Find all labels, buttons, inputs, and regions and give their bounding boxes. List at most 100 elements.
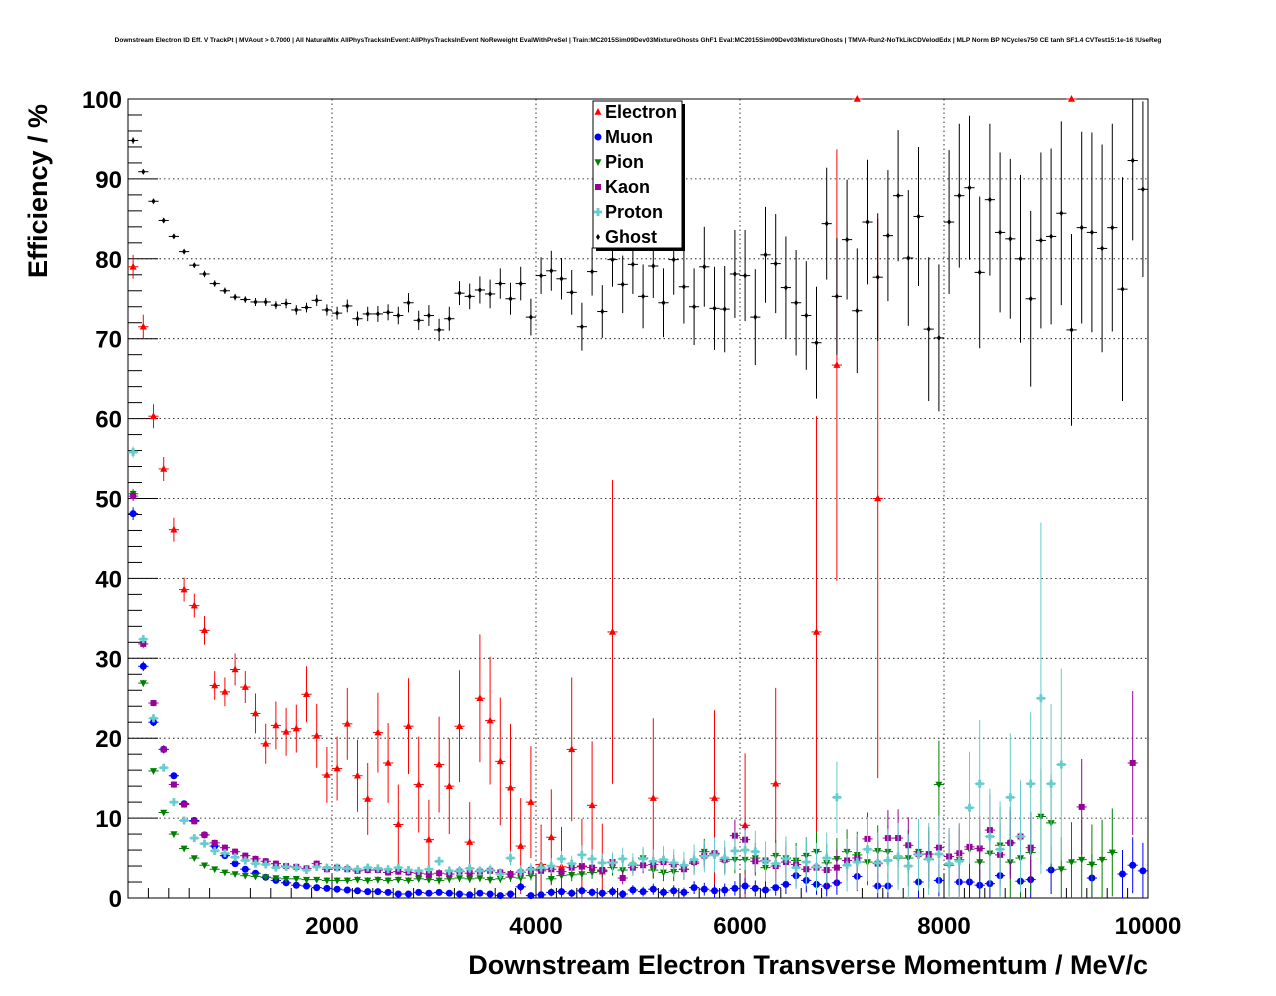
point-marker	[629, 886, 637, 894]
point-marker	[456, 890, 463, 898]
data-point	[495, 697, 506, 826]
point-marker	[140, 640, 147, 647]
point-marker	[681, 283, 686, 290]
point-marker	[619, 875, 626, 882]
data-point	[454, 866, 465, 876]
point-marker	[455, 866, 464, 875]
point-marker	[569, 289, 574, 296]
point-marker	[232, 848, 239, 855]
point-marker	[415, 876, 423, 883]
point-marker	[160, 809, 168, 817]
point-marker	[159, 763, 168, 772]
data-point	[1086, 132, 1097, 333]
point-marker	[435, 857, 444, 866]
point-marker	[792, 863, 801, 872]
point-marker	[241, 872, 249, 880]
data-point	[862, 817, 873, 882]
data-point	[760, 206, 771, 303]
data-point	[525, 746, 536, 859]
point-marker	[284, 300, 289, 307]
data-point	[158, 809, 169, 817]
point-marker	[1069, 326, 1074, 333]
data-point	[454, 890, 465, 898]
data-point	[332, 885, 343, 893]
point-marker	[578, 863, 585, 870]
point-marker	[335, 310, 340, 317]
data-point	[709, 837, 720, 873]
data-point	[678, 851, 689, 879]
point-marker	[609, 627, 616, 635]
data-point	[230, 860, 241, 868]
x-tick-label: 4000	[509, 913, 562, 940]
point-marker	[170, 525, 178, 533]
data-point	[709, 884, 720, 898]
point-marker	[354, 876, 361, 884]
point-marker	[498, 280, 503, 287]
point-marker	[690, 884, 698, 892]
point-marker	[465, 864, 474, 873]
point-marker	[424, 865, 433, 874]
data-point	[1086, 824, 1097, 898]
point-marker	[170, 831, 178, 839]
data-point	[1056, 668, 1067, 861]
data-point	[729, 230, 740, 318]
point-marker	[761, 857, 770, 866]
point-marker	[220, 849, 229, 858]
data-point	[536, 891, 547, 899]
point-marker	[720, 854, 729, 863]
y-tick-label: 80	[95, 247, 122, 274]
data-point	[291, 863, 302, 872]
point-marker	[1008, 235, 1013, 242]
point-marker	[396, 312, 401, 319]
point-marker	[670, 887, 678, 895]
data-point	[587, 247, 598, 296]
point-marker	[618, 854, 627, 863]
point-marker	[916, 213, 921, 220]
point-marker	[221, 687, 229, 695]
point-marker	[957, 192, 962, 199]
data-point	[464, 863, 475, 874]
point-marker	[875, 274, 880, 281]
data-point	[933, 264, 944, 412]
point-marker	[415, 888, 423, 896]
point-marker	[182, 248, 187, 255]
data-point	[393, 890, 404, 898]
data-point	[1107, 123, 1118, 332]
data-point	[525, 862, 536, 876]
data-point	[240, 865, 251, 873]
point-marker	[772, 779, 780, 787]
point-marker	[700, 885, 708, 893]
data-point	[995, 152, 1006, 313]
data-point	[882, 828, 893, 893]
point-marker	[853, 858, 862, 867]
point-marker	[314, 297, 319, 304]
point-marker	[345, 302, 350, 309]
data-point	[393, 784, 404, 865]
point-marker	[292, 881, 300, 889]
data-point	[668, 849, 679, 877]
data-point	[525, 298, 536, 336]
point-marker	[608, 858, 617, 867]
data-point	[321, 746, 332, 803]
point-marker	[373, 864, 382, 873]
data-point	[485, 875, 496, 884]
point-marker	[700, 852, 709, 861]
point-marker	[1079, 224, 1084, 231]
point-marker	[730, 846, 739, 855]
point-marker	[343, 886, 351, 894]
data-point	[974, 719, 985, 848]
data-point	[842, 179, 853, 300]
point-marker	[302, 866, 311, 875]
point-marker	[577, 850, 586, 859]
point-marker	[129, 510, 137, 518]
point-marker	[486, 716, 494, 724]
data-point	[485, 890, 496, 898]
data-point	[1046, 148, 1057, 325]
point-marker	[649, 857, 658, 866]
point-marker	[231, 665, 239, 673]
data-point	[536, 257, 547, 294]
data-point	[189, 855, 200, 863]
point-marker	[191, 818, 198, 825]
data-point	[780, 236, 791, 339]
data-point	[872, 213, 883, 342]
